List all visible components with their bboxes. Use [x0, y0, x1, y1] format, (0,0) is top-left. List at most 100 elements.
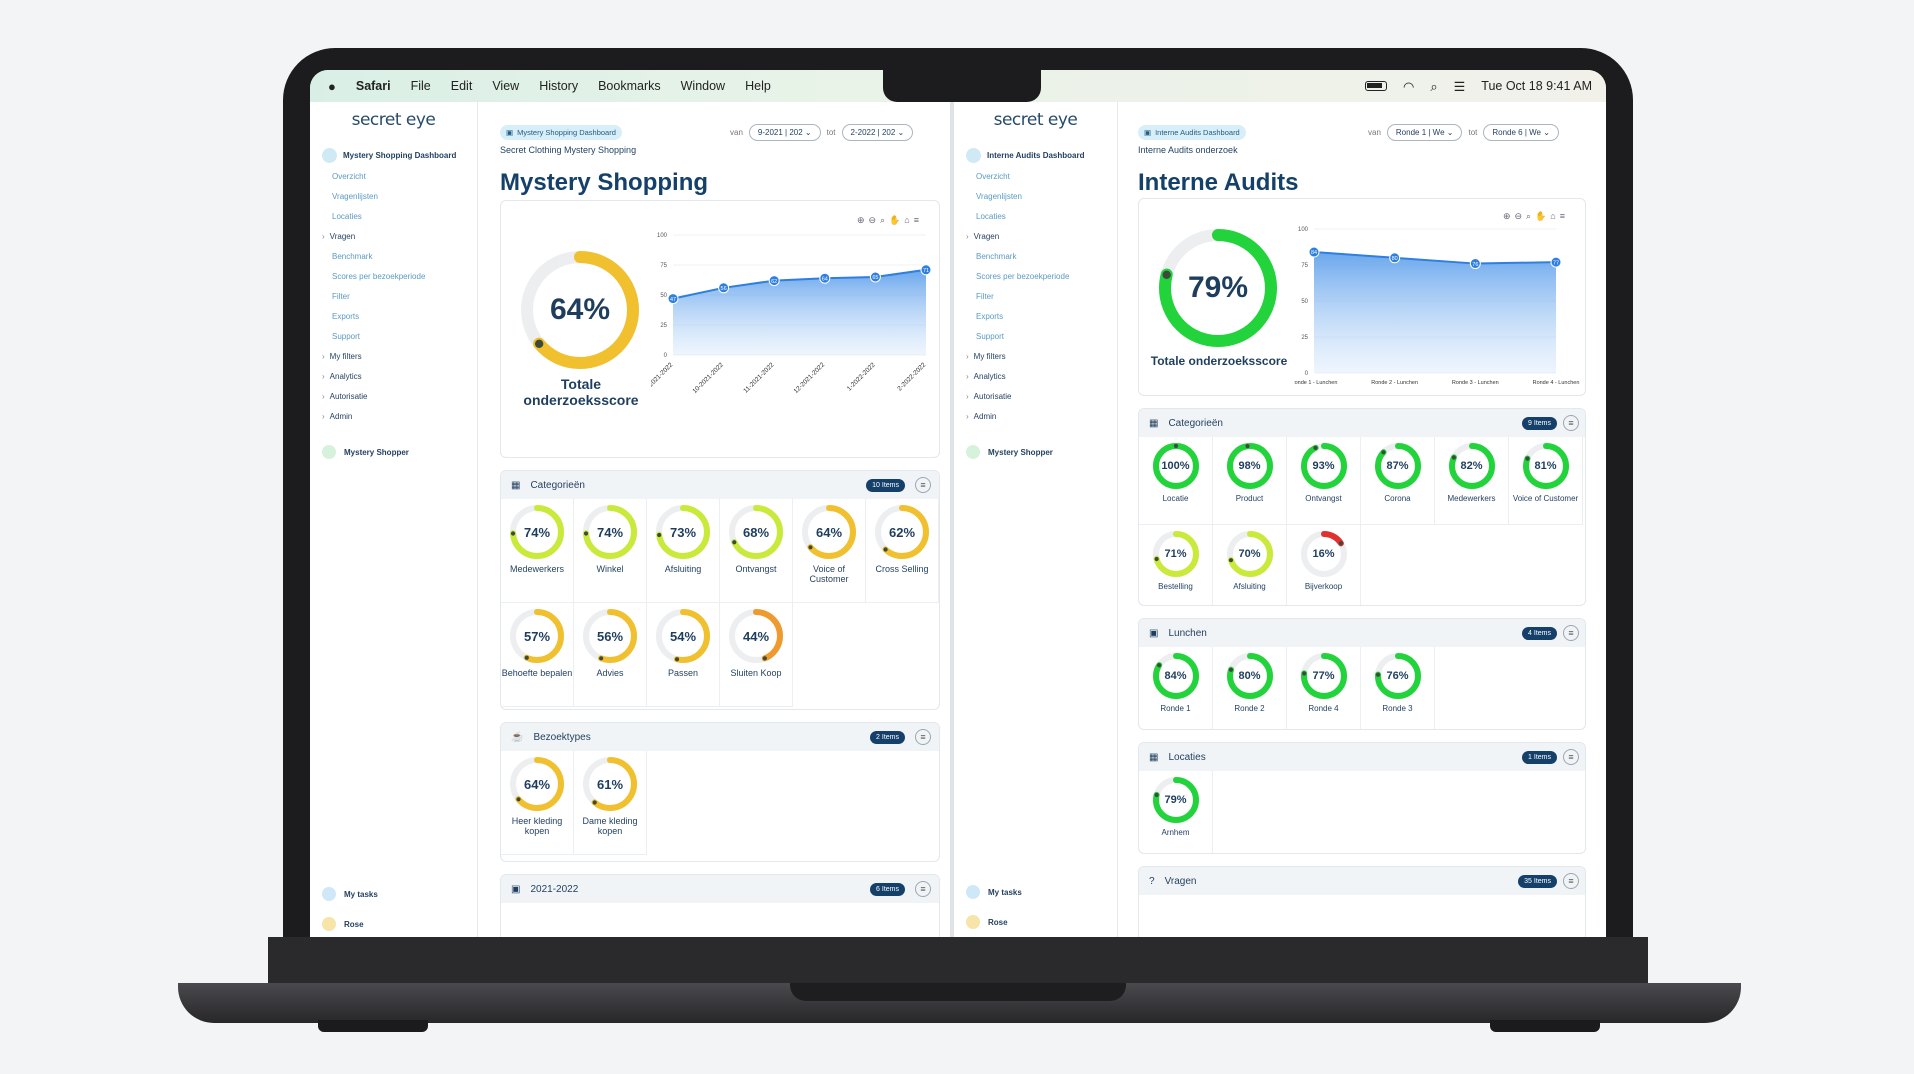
menu-icon[interactable]: ≡ — [913, 215, 919, 225]
menu-window[interactable]: Window — [680, 79, 726, 93]
menu-help[interactable]: Help — [745, 79, 771, 93]
score-tile[interactable]: 79% Arnhem — [1139, 771, 1213, 853]
magnifier-icon[interactable]: ⌕ — [880, 215, 886, 225]
sidebar-item-my-filters[interactable]: My filters — [310, 347, 477, 367]
sidebar-item-scores[interactable]: Scores per bezoekperiode — [976, 272, 1070, 281]
zoom-in-icon[interactable]: ⊕ — [856, 215, 865, 225]
zoom-out-icon[interactable]: ⊖ — [1514, 211, 1523, 221]
sidebar-item-benchmark[interactable]: Benchmark — [332, 252, 373, 261]
pan-hand-icon[interactable]: ✋ — [889, 215, 901, 225]
logo[interactable]: secret eye — [993, 110, 1078, 130]
sidebar-item-dashboard[interactable]: Interne Audits Dashboard — [954, 144, 1117, 167]
home-icon[interactable]: ⌂ — [1550, 211, 1556, 221]
section-menu-button[interactable]: ≡ — [915, 477, 931, 493]
magnifier-icon[interactable]: ⌕ — [1526, 211, 1532, 221]
sidebar-item-my-filters[interactable]: My filters — [954, 347, 1117, 367]
score-tile[interactable]: 82% Medewerkers — [1435, 437, 1509, 525]
score-tile[interactable]: 77% Ronde 4 — [1287, 647, 1361, 729]
sidebar-item-support[interactable]: Support — [332, 332, 361, 341]
range-to-select[interactable]: Ronde 6 | We ⌄ — [1483, 124, 1559, 141]
score-tile[interactable]: 44% Sluiten Koop — [720, 603, 793, 707]
score-tile[interactable]: 62% Cross Selling — [866, 499, 939, 603]
section-menu-button[interactable]: ≡ — [1563, 749, 1579, 765]
score-tile[interactable]: 56% Advies — [574, 603, 647, 707]
menu-file[interactable]: File — [410, 79, 431, 93]
score-tile[interactable]: 16% Bijverkoop — [1287, 525, 1361, 605]
sidebar-item-exports[interactable]: Exports — [976, 312, 1004, 321]
breadcrumb-chip[interactable]: ▣ Interne Audits Dashboard — [1138, 125, 1246, 140]
sidebar-item-mystery-shopper[interactable]: Mystery Shopper — [954, 427, 1117, 459]
sidebar-item-vragenlijsten[interactable]: Vragenlijsten — [332, 192, 378, 201]
zoom-in-icon[interactable]: ⊕ — [1502, 211, 1511, 221]
range-to-select[interactable]: 2-2022 | 202 ⌄ — [841, 124, 914, 141]
sidebar-item-overzicht[interactable]: Overzicht — [332, 172, 366, 181]
sidebar-item-scores[interactable]: Scores per bezoekperiode — [332, 272, 426, 281]
logo[interactable]: secret eye — [351, 110, 436, 130]
menu-edit[interactable]: Edit — [450, 79, 473, 93]
sidebar-my-tasks[interactable]: My tasks — [954, 885, 1118, 899]
sidebar-item-vragenlijsten[interactable]: Vragenlijsten — [976, 192, 1022, 201]
sidebar-my-tasks[interactable]: My tasks — [310, 887, 478, 901]
sidebar-item-overzicht[interactable]: Overzicht — [976, 172, 1010, 181]
score-tile[interactable]: 100% Locatie — [1139, 437, 1213, 525]
sidebar-item-filter[interactable]: Filter — [332, 292, 350, 301]
sidebar-item-vragen[interactable]: Vragen — [954, 227, 1117, 247]
score-tile[interactable]: 54% Passen — [647, 603, 720, 707]
split-divider[interactable] — [950, 102, 954, 937]
wifi-icon[interactable]: ◠ — [1403, 78, 1415, 94]
score-tile[interactable]: 68% Ontvangst — [720, 499, 793, 603]
sidebar-item-dashboard[interactable]: Mystery Shopping Dashboard — [310, 144, 477, 167]
sidebar-user[interactable]: Rose — [310, 917, 478, 931]
sidebar-item-analytics[interactable]: Analytics — [310, 367, 477, 387]
score-tile[interactable]: 64% Heer kleding kopen — [501, 751, 574, 855]
sidebar-item-support[interactable]: Support — [976, 332, 1005, 341]
score-tile[interactable]: 84% Ronde 1 — [1139, 647, 1213, 729]
section-menu-button[interactable]: ≡ — [1563, 625, 1579, 641]
score-tile[interactable]: 87% Corona — [1361, 437, 1435, 525]
menu-view[interactable]: View — [492, 79, 520, 93]
sidebar-item-locaties[interactable]: Locaties — [976, 212, 1006, 221]
sidebar-item-admin[interactable]: Admin — [310, 407, 477, 427]
section-menu-button[interactable]: ≡ — [915, 881, 931, 897]
sidebar-item-benchmark[interactable]: Benchmark — [976, 252, 1017, 261]
spotlight-search-icon[interactable]: ⌕ — [1430, 78, 1438, 94]
sidebar-item-admin[interactable]: Admin — [954, 407, 1117, 427]
sidebar-item-analytics[interactable]: Analytics — [954, 367, 1117, 387]
score-tile[interactable]: 71% Bestelling — [1139, 525, 1213, 605]
range-from-select[interactable]: Ronde 1 | We ⌄ — [1386, 124, 1463, 141]
score-tile[interactable]: 74% Winkel — [574, 499, 647, 603]
control-center-icon[interactable]: ☰ — [1453, 78, 1466, 94]
score-tile[interactable]: 80% Ronde 2 — [1213, 647, 1287, 729]
score-tile[interactable]: 98% Product — [1213, 437, 1287, 525]
home-icon[interactable]: ⌂ — [904, 215, 910, 225]
section-menu-button[interactable]: ≡ — [1563, 415, 1579, 431]
menubar-clock[interactable]: Tue Oct 18 9:41 AM — [1481, 79, 1592, 93]
range-from-select[interactable]: 9-2021 | 202 ⌄ — [748, 124, 821, 141]
sidebar-item-mystery-shopper[interactable]: Mystery Shopper — [310, 427, 477, 459]
score-tile[interactable]: 64% Voice of Customer — [793, 499, 866, 603]
sidebar-item-autorisatie[interactable]: Autorisatie — [954, 387, 1117, 407]
sidebar-item-autorisatie[interactable]: Autorisatie — [310, 387, 477, 407]
menu-app-name[interactable]: Safari — [355, 79, 391, 93]
score-tile[interactable]: 70% Afsluiting — [1213, 525, 1287, 605]
sidebar-user[interactable]: Rose — [954, 915, 1118, 929]
sidebar-item-vragen[interactable]: Vragen — [310, 227, 477, 247]
score-tile[interactable]: 81% Voice of Customer — [1509, 437, 1583, 525]
breadcrumb-chip[interactable]: ▣ Mystery Shopping Dashboard — [500, 125, 622, 140]
score-tile[interactable]: 76% Ronde 3 — [1361, 647, 1435, 729]
battery-icon[interactable] — [1365, 81, 1387, 91]
menu-icon[interactable]: ≡ — [1559, 211, 1565, 221]
menu-history[interactable]: History — [539, 79, 579, 93]
section-menu-button[interactable]: ≡ — [915, 729, 931, 745]
score-tile[interactable]: 74% Medewerkers — [501, 499, 574, 603]
section-menu-button[interactable]: ≡ — [1563, 873, 1579, 889]
menu-bookmarks[interactable]: Bookmarks — [598, 79, 661, 93]
score-tile[interactable]: 93% Ontvangst — [1287, 437, 1361, 525]
score-tile[interactable]: 57% Behoefte bepalen — [501, 603, 574, 707]
apple-icon[interactable]: ● — [328, 78, 336, 94]
pan-hand-icon[interactable]: ✋ — [1535, 211, 1547, 221]
sidebar-item-filter[interactable]: Filter — [976, 292, 994, 301]
score-tile[interactable]: 61% Dame kleding kopen — [574, 751, 647, 855]
score-tile[interactable]: 73% Afsluiting — [647, 499, 720, 603]
zoom-out-icon[interactable]: ⊖ — [868, 215, 877, 225]
